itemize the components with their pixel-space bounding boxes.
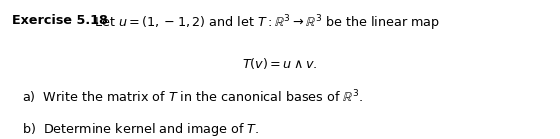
Text: $T(v) = u \wedge v.$: $T(v) = u \wedge v.$ (242, 56, 318, 71)
Text: Exercise 5.18: Exercise 5.18 (12, 14, 108, 27)
Text: a)  Write the matrix of $T$ in the canonical bases of $\mathbb{R}^3$.: a) Write the matrix of $T$ in the canoni… (22, 88, 363, 106)
Text: Let $u = (1,-1,2)$ and let $T : \mathbb{R}^3 \to \mathbb{R}^3$ be the linear map: Let $u = (1,-1,2)$ and let $T : \mathbb{… (90, 14, 440, 33)
Text: b)  Determine kernel and image of $T$.: b) Determine kernel and image of $T$. (22, 121, 260, 138)
